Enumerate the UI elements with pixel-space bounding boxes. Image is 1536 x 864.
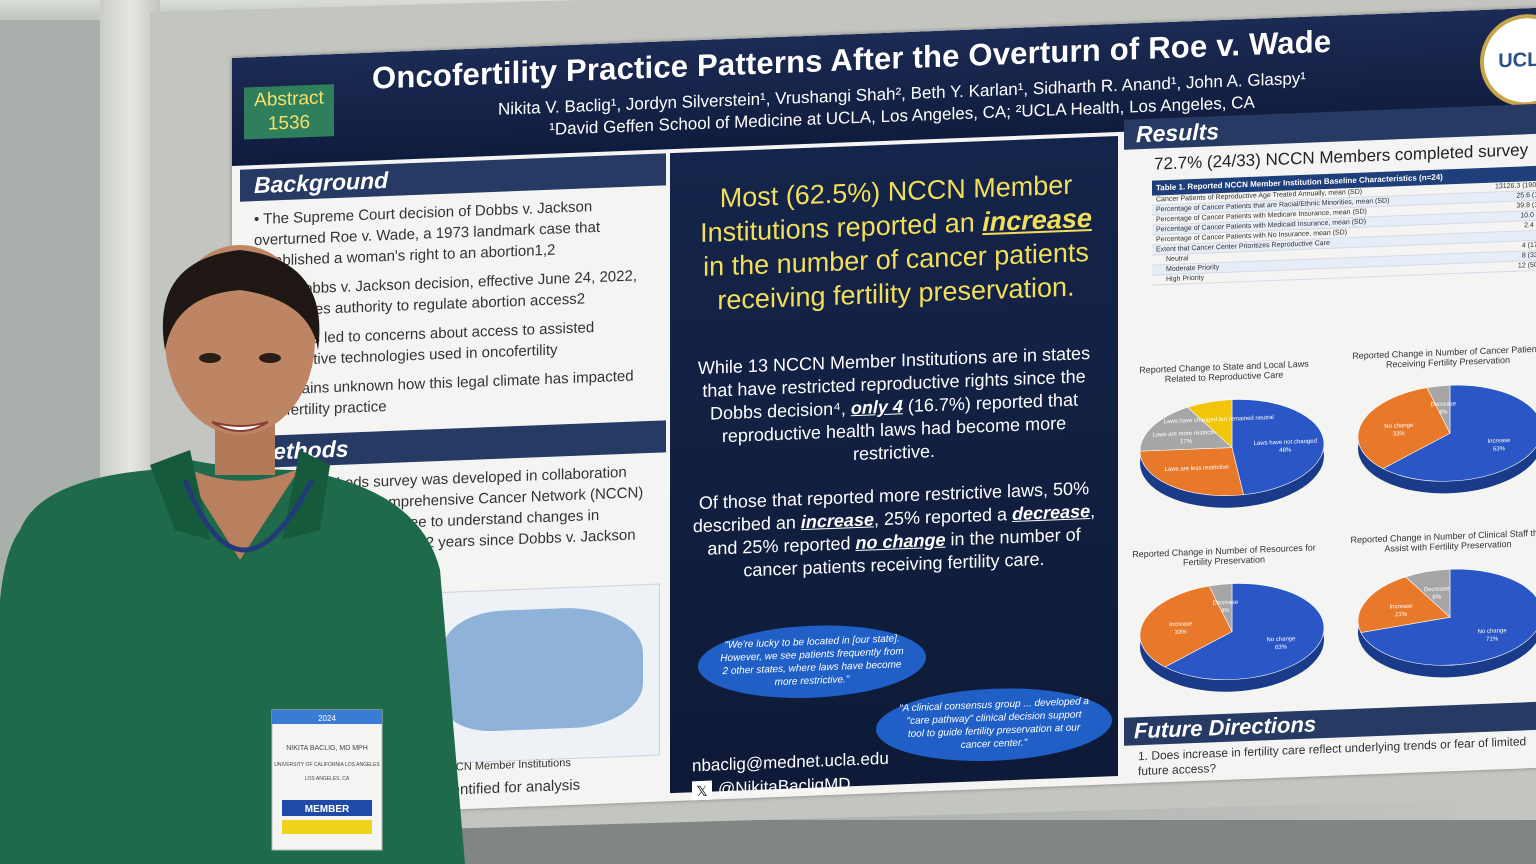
pie-slice-label: Increase <box>1487 438 1511 445</box>
pie-title-patients: Reported Change in Number of Cancer Pati… <box>1352 343 1536 370</box>
pie-slice-value: 4% <box>1439 410 1448 416</box>
pie-slice-label: Laws have changed but remained neutral <box>1164 415 1274 425</box>
pie-slice-value: 71% <box>1486 636 1499 642</box>
pie-slice <box>1208 583 1233 632</box>
pie-slice-value: 4% <box>1221 608 1230 614</box>
pie-slice-value: 63% <box>1493 446 1506 452</box>
pie-slice <box>1357 387 1451 469</box>
ucla-seal-logo: UCLA <box>1480 12 1536 109</box>
pie-slice-label: Laws are more restrictive <box>1153 430 1221 439</box>
contact-email: nbaclig@mednet.ucla.edu <box>692 748 889 776</box>
baseline-table: Table 1. Reported NCCN Member Institutio… <box>1152 165 1536 286</box>
pie-slice <box>1187 399 1233 449</box>
abstract-badge: Abstract 1536 <box>244 84 334 140</box>
pie-slice-value: 63% <box>1275 645 1288 651</box>
pie-slice <box>1357 576 1451 633</box>
pie-slice <box>1139 447 1244 496</box>
badge-year: 2024 <box>318 714 336 723</box>
pie-slice-label: No change <box>1266 636 1296 643</box>
pie-slice <box>1426 384 1451 434</box>
logo-text: UCLA <box>1498 47 1536 72</box>
quote-bubble: "We're lucky to be located in [our state… <box>698 621 926 703</box>
pie-slice-label: Decrease <box>1424 586 1450 593</box>
badge-name: NIKITA BACLIG, MD MPH <box>286 745 368 752</box>
hair <box>162 250 320 350</box>
right-eye <box>259 353 281 363</box>
neck <box>180 465 300 560</box>
presenter: 2024 NIKITA BACLIG, MD MPH UNIVERSITY OF… <box>0 245 465 864</box>
pie-slice <box>1231 399 1325 496</box>
pie-slice-label: No change <box>1384 423 1414 430</box>
pie-slice-value: 21% <box>1395 612 1408 618</box>
abstract-label: Abstract <box>254 87 324 112</box>
research-poster: Abstract 1536 Oncofertility Practice Pat… <box>232 7 1536 819</box>
badge-member-bar <box>282 800 372 816</box>
pie-slice <box>1360 568 1536 666</box>
right-column: Results 72.7% (24/33) NCCN Members compl… <box>1124 103 1536 810</box>
pie-slice <box>1139 585 1233 668</box>
pie-slice-value: 33% <box>1175 630 1188 636</box>
pie-slice <box>1164 583 1325 680</box>
quote-bubble: "A clinical consensus group ... develope… <box>876 684 1112 766</box>
finding-paragraph-2: Of those that reported more restrictive … <box>692 478 1096 581</box>
pie-slice-label: Decrease <box>1430 401 1456 408</box>
pie-slice <box>1405 568 1451 618</box>
collar-left <box>150 450 210 540</box>
badge-ribbon <box>282 820 372 834</box>
key-finding: Most (62.5%) NCCN Member Institutions re… <box>700 169 1092 316</box>
pie-slice-label: Decrease <box>1212 600 1238 607</box>
x-logo-icon: 𝕏 <box>692 780 712 801</box>
pie-slice-label: Laws are less restrictive <box>1165 465 1230 473</box>
finding-paragraph-1: While 13 NCCN Member Institutions are in… <box>697 343 1091 465</box>
pie-slice-value: 17% <box>1180 439 1193 445</box>
pie-title-staff: Reported Change in Number of Clinical St… <box>1350 527 1536 554</box>
pie-slice-label: Increase <box>1390 604 1414 611</box>
lanyard <box>182 478 315 553</box>
pie-title-laws: Reported Change to State and Local Laws … <box>1139 358 1309 385</box>
badge-top-stripe <box>272 710 382 724</box>
pie-slice <box>1382 384 1536 482</box>
badge-type: MEMBER <box>305 804 350 815</box>
pie-slice-label: No change <box>1478 628 1508 635</box>
us-map-shape <box>443 605 643 733</box>
badge-org: UNIVERSITY OF CALIFORNIA LOS ANGELES <box>274 762 380 768</box>
left-eye <box>199 353 221 363</box>
badge-city: LOS ANGELES, CA <box>305 776 350 782</box>
middle-column: Most (62.5%) NCCN Member Institutions re… <box>670 135 1118 801</box>
pie-slice <box>1139 406 1233 452</box>
pie-slice-value: 8% <box>1432 595 1441 601</box>
pie-slice-value: 48% <box>1279 448 1292 454</box>
pie-slice-value: 33% <box>1393 431 1406 437</box>
smile <box>211 421 269 432</box>
pie-title-resources: Reported Change in Number of Resources f… <box>1132 542 1316 568</box>
pie-slice-label: Increase <box>1169 621 1193 628</box>
pie-slice-label: Laws have not changed <box>1254 439 1317 447</box>
abstract-number: 1536 <box>267 111 311 135</box>
